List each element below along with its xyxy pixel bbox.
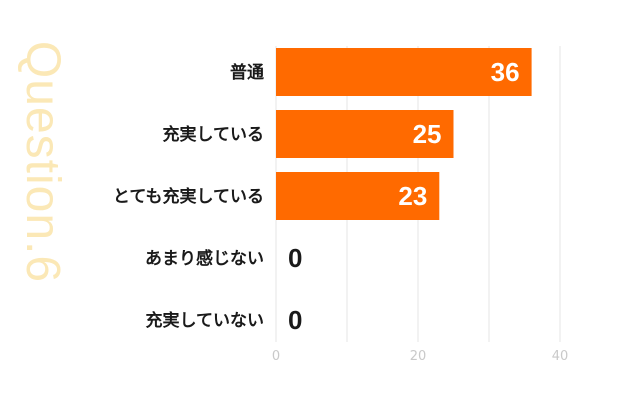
value-label: 0 [288, 243, 302, 273]
x-tick-label: 40 [552, 349, 569, 364]
category-label: 普通 [230, 62, 264, 83]
value-label: 25 [413, 119, 442, 149]
bar [276, 110, 454, 158]
bar [276, 172, 440, 220]
category-label: とても充実している [113, 186, 264, 207]
bar [276, 48, 532, 96]
category-label: 充実している [163, 124, 265, 145]
value-label: 0 [288, 305, 302, 335]
value-label: 36 [491, 57, 520, 87]
x-axis-ticks: 0 20 40 [272, 349, 568, 364]
bars [276, 48, 532, 220]
value-labels: 36 25 23 0 0 [288, 57, 520, 335]
value-label: 23 [398, 181, 427, 211]
category-label: 充実していない [146, 310, 265, 331]
category-label: あまり感じない [145, 248, 264, 269]
x-tick-label: 20 [410, 349, 427, 364]
x-tick-label: 0 [272, 349, 280, 364]
